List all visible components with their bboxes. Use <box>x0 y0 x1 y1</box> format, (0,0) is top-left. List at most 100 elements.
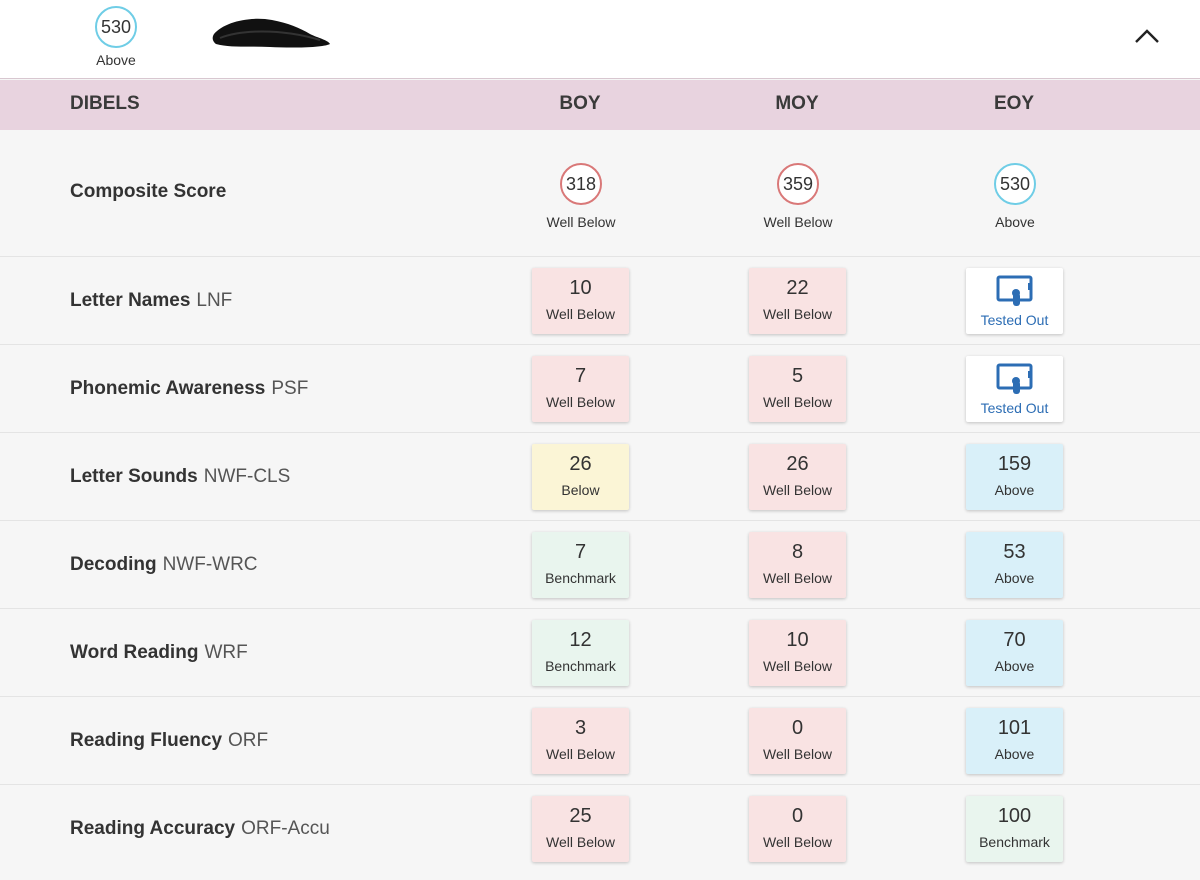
score-value: 5 <box>791 365 804 387</box>
measure-abbr: PSF <box>271 378 309 399</box>
composite-score-row: Composite Score 318 Well Below 359 Well … <box>0 130 1200 257</box>
score-value: 53 <box>1003 541 1026 563</box>
score-card-moy[interactable]: 0 Well Below <box>749 708 846 774</box>
score-value: 22 <box>786 277 809 299</box>
student-composite-badge: 530 Above <box>95 6 137 68</box>
score-value: 7 <box>574 541 587 563</box>
composite-moy: 359 Well Below <box>738 163 858 230</box>
score-card-boy[interactable]: 3 Well Below <box>532 708 629 774</box>
score-level: Above <box>994 746 1035 762</box>
score-value: 101 <box>997 717 1032 739</box>
score-card-eoy[interactable]: 100 Benchmark <box>966 796 1063 862</box>
score-value: 10 <box>569 277 592 299</box>
score-level: Well Below <box>546 834 615 850</box>
tested-out-label: Tested Out <box>980 400 1049 416</box>
tested-out-label: Tested Out <box>980 312 1049 328</box>
chevron-up-icon[interactable] <box>1133 26 1161 46</box>
score-level: Benchmark <box>545 658 616 674</box>
measure-label: Letter Names LNF <box>70 290 232 312</box>
score-value: 12 <box>569 629 592 651</box>
composite-boy: 318 Well Below <box>521 163 641 230</box>
measure-row-word-reading: Word Reading WRF 12 Benchmark 10 Well Below… <box>0 609 1200 697</box>
score-card-moy[interactable]: 8 Well Below <box>749 532 846 598</box>
tested-out-card-eoy[interactable]: Tested Out <box>966 356 1063 422</box>
boy-column-header: BOY <box>559 93 601 114</box>
score-value: 70 <box>1003 629 1026 651</box>
measure-abbr: ORF-Accu <box>241 818 330 839</box>
score-level: Above <box>994 482 1035 498</box>
score-card-boy[interactable]: 10 Well Below <box>532 268 629 334</box>
measure-label: Reading Fluency ORF <box>70 730 268 752</box>
composite-eoy-level: Above <box>995 214 1035 230</box>
score-level: Well Below <box>763 394 832 410</box>
measure-name: Decoding <box>70 554 157 575</box>
measure-label: Decoding NWF-WRC <box>70 554 258 576</box>
measure-row-reading-fluency: Reading Fluency ORF 3 Well Below 0 Well Bel… <box>0 697 1200 785</box>
measure-abbr: LNF <box>196 290 233 311</box>
composite-eoy-score: 530 <box>994 163 1036 205</box>
measure-row-phonemic-awareness: Phonemic Awareness PSF 7 Well Below 5 Well … <box>0 345 1200 433</box>
tested-out-card-eoy[interactable]: Tested Out <box>966 268 1063 334</box>
moy-column-header: MOY <box>775 93 819 114</box>
score-value: 26 <box>786 453 809 475</box>
assessment-header-row: DIBELS BOY MOY EOY <box>0 80 1200 130</box>
student-composite-level: Above <box>96 52 136 68</box>
score-value: 0 <box>791 717 804 739</box>
tablet-touch-icon <box>996 363 1032 394</box>
student-bar: 530 Above <box>0 0 1200 79</box>
score-level: Well Below <box>546 746 615 762</box>
score-card-moy[interactable]: 10 Well Below <box>749 620 846 686</box>
score-level: Well Below <box>546 306 615 322</box>
measure-abbr: ORF <box>228 730 269 751</box>
measure-name: Reading Accuracy <box>70 818 236 839</box>
composite-moy-score: 359 <box>777 163 819 205</box>
eoy-column-header: EOY <box>993 93 1035 114</box>
measure-name: Phonemic Awareness <box>70 378 266 399</box>
score-level: Well Below <box>546 394 615 410</box>
score-level: Well Below <box>763 482 832 498</box>
measure-label: Reading Accuracy ORF-Accu <box>70 818 330 840</box>
composite-score-name: Composite Score <box>70 181 227 202</box>
score-value: 100 <box>997 805 1032 827</box>
score-value: 26 <box>569 453 592 475</box>
score-level: Well Below <box>763 658 832 674</box>
score-value: 10 <box>786 629 809 651</box>
score-value: 8 <box>791 541 804 563</box>
score-card-moy[interactable]: 26 Well Below <box>749 444 846 510</box>
measure-row-letter-names: Letter Names LNF 10 Well Below 22 Well Belo… <box>0 257 1200 345</box>
score-level: Well Below <box>763 834 832 850</box>
measure-name: Word Reading <box>70 642 199 663</box>
score-card-eoy[interactable]: 53 Above <box>966 532 1063 598</box>
score-card-boy[interactable]: 7 Well Below <box>532 356 629 422</box>
dibels-heading: DIBELS <box>70 93 140 114</box>
score-level: Well Below <box>763 570 832 586</box>
composite-boy-score: 318 <box>560 163 602 205</box>
score-card-boy[interactable]: 7 Benchmark <box>532 532 629 598</box>
student-composite-score: 530 <box>95 6 137 48</box>
measure-name: Reading Fluency <box>70 730 223 751</box>
score-value: 3 <box>574 717 587 739</box>
measure-row-letter-sounds: Letter Sounds NWF-CLS 26 Below 26 Well Belo… <box>0 433 1200 521</box>
score-card-boy[interactable]: 25 Well Below <box>532 796 629 862</box>
measure-label: Word Reading WRF <box>70 642 248 664</box>
composite-score-label: Composite Score <box>70 181 226 203</box>
measure-name: Letter Sounds <box>70 466 198 487</box>
score-card-moy[interactable]: 0 Well Below <box>749 796 846 862</box>
score-card-moy[interactable]: 22 Well Below <box>749 268 846 334</box>
tablet-touch-icon <box>996 275 1032 306</box>
score-card-boy[interactable]: 26 Below <box>532 444 629 510</box>
composite-moy-level: Well Below <box>763 214 833 230</box>
score-level: Above <box>994 658 1035 674</box>
score-level: Below <box>561 482 600 498</box>
measure-row-reading-accuracy: Reading Accuracy ORF-Accu 25 Well Below 0 W… <box>0 785 1200 880</box>
redacted-student-name <box>212 18 330 48</box>
score-level: Above <box>994 570 1035 586</box>
composite-eoy: 530 Above <box>955 163 1075 230</box>
score-card-boy[interactable]: 12 Benchmark <box>532 620 629 686</box>
score-card-eoy[interactable]: 101 Above <box>966 708 1063 774</box>
score-card-moy[interactable]: 5 Well Below <box>749 356 846 422</box>
score-value: 159 <box>997 453 1032 475</box>
score-value: 0 <box>791 805 804 827</box>
score-card-eoy[interactable]: 70 Above <box>966 620 1063 686</box>
score-card-eoy[interactable]: 159 Above <box>966 444 1063 510</box>
